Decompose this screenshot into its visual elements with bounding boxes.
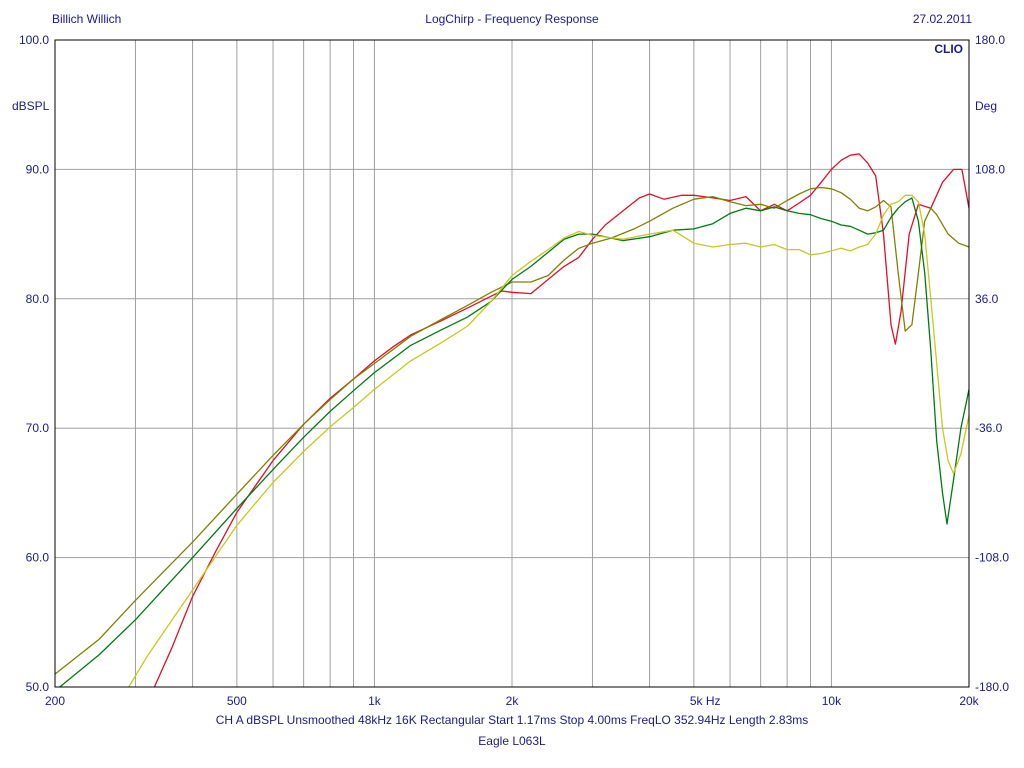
y2-axis-label: Deg: [975, 99, 997, 113]
device-caption: Eagle L063L: [478, 734, 546, 748]
x-tick-label: 10k: [822, 694, 842, 708]
y-tick-label: 80.0: [26, 292, 50, 306]
y-axis-label: dBSPL: [12, 99, 50, 113]
y2-tick-label: 108.0: [975, 162, 1005, 176]
y2-tick-label: 180.0: [975, 33, 1005, 47]
plot-frame: [54, 39, 970, 688]
header-date: 27.02.2011: [912, 12, 972, 26]
y-tick-label: 100.0: [19, 33, 49, 47]
response-curve-1: [153, 153, 969, 687]
y-tick-label: 70.0: [26, 421, 50, 435]
x-tick-label: 200: [45, 694, 65, 708]
y-tick-label: 60.0: [26, 551, 50, 565]
x-tick-label: 5k Hz: [690, 694, 721, 708]
y-tick-label: 90.0: [26, 162, 50, 176]
header-left-label: Billich Willich: [52, 12, 122, 26]
response-curve-3: [58, 197, 969, 687]
x-tick-label: 500: [227, 694, 247, 708]
x-tick-label: 1k: [368, 694, 382, 708]
measurement-info: CH A dBSPL Unsmoothed 48kHz 16K Rectangu…: [215, 713, 809, 727]
clio-brand-label: CLIO: [934, 42, 963, 56]
x-tick-label: 20k: [959, 694, 979, 708]
response-curve-4: [128, 194, 969, 687]
y-tick-label: 50.0: [26, 680, 50, 694]
y2-tick-label: 36.0: [975, 292, 999, 306]
y2-tick-label: -108.0: [975, 551, 1009, 565]
series-layer: [55, 153, 969, 687]
y2-tick-label: -36.0: [975, 421, 1003, 435]
x-tick-label: 2k: [506, 694, 520, 708]
response-curve-2: [55, 186, 969, 675]
y2-tick-label: -180.0: [975, 680, 1009, 694]
label-layer: 100.0 90.0 80.0 70.0 60.0 50.0 180.0 108.0 36.0 -…: [12, 33, 1009, 708]
chart-title: LogChirp - Frequency Response: [425, 12, 599, 26]
